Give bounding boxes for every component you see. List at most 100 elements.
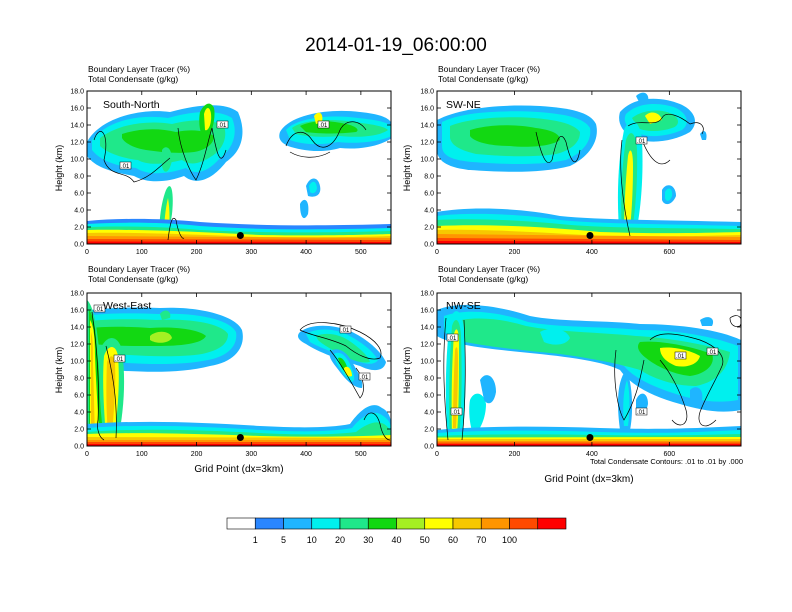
axes: 0.0 2.0 4.0 6.0 8.0 10.0 12.0 14.0 16.0 18.0 0 100 2… [70,291,391,458]
y-tick-label: 6.0 [424,191,434,198]
contour-label: .01 [637,410,646,416]
y-tick-label: 16.0 [420,106,434,113]
contour-label: .01 [95,307,104,313]
y-axis-title: Height (km) [54,145,64,192]
colorbar-swatch [396,517,426,530]
station-marker [236,232,244,239]
panel-label: NW-SE [446,300,481,312]
panel-sw-ne: Boundary Layer Tracer (%) Total Condensa… [402,64,742,256]
y-tick-label: 8.0 [424,174,434,181]
colorbar-label: 5 [281,535,286,545]
contour-label-boxes [635,136,648,145]
panel-label: SW-NE [446,99,481,111]
colorbar: 1 5 10 20 30 40 50 60 70 100 [226,517,567,545]
y-tick-label: 4.0 [424,208,434,215]
colorbar-label: 30 [363,535,373,545]
x-tick-label: 200 [509,249,521,256]
y-tick-label: 18.0 [420,89,434,96]
contour-label: .01 [121,164,130,170]
y-tick-label: 4.0 [424,410,434,417]
upper-cloud-band [437,92,707,205]
x-tick-label: 400 [586,451,598,458]
y-tick-label: 8.0 [74,376,84,383]
axes: 0.0 2.0 4.0 6.0 8.0 10.0 12.0 14.0 16.0 18.0 0 200 4… [420,291,741,458]
upper-cloud-band [87,103,391,219]
station-marker [586,434,594,441]
colorbar-swatch [424,517,454,530]
boundary-layer [87,218,391,244]
y-tick-label: 6.0 [74,191,84,198]
x-tick-label: 300 [245,451,257,458]
colorbar-label: 20 [335,535,345,545]
colorbar-label: 1 [253,535,258,545]
y-tick-label: 10.0 [70,359,84,366]
colorbar-swatch [226,517,256,530]
panel-subtitle-condensate: Total Condensate (g/kg) [88,274,178,284]
mid-plume [617,120,643,240]
contour-label-boxes [119,120,330,170]
boundary-layer [87,405,391,446]
plot-frame [436,292,742,447]
x-axis-title: Grid Point (dx=3km) [194,464,283,475]
y-tick-label: 16.0 [70,106,84,113]
condensate-contours [93,121,367,241]
y-tick-label: 14.0 [70,325,84,332]
x-tick-label: 600 [664,451,676,458]
y-tick-label: 14.0 [70,123,84,130]
contour-label-boxes [93,304,371,381]
x-tick-label: 0 [85,451,89,458]
plot-frame [86,90,392,245]
y-axis-title: Height (km) [54,347,64,394]
contour-label: .01 [708,350,717,356]
x-tick-label: 300 [245,249,257,256]
plot-frame [436,90,742,245]
y-tick-label: 2.0 [74,225,84,232]
contour-label: .01 [319,123,328,129]
contour-label-boxes [446,333,719,416]
colorbar-swatch [509,517,539,530]
x-tick-label: 200 [191,249,203,256]
y-tick-label: 4.0 [74,208,84,215]
colorbar-label: 50 [420,535,430,545]
x-tick-label: 400 [300,249,312,256]
colorbar-swatch [452,517,482,530]
y-tick-label: 12.0 [70,342,84,349]
contour-note: Total Condensate Contours: .01 to .01 by… [590,457,743,466]
panel-subtitle-tracer: Boundary Layer Tracer (%) [438,264,540,274]
boundary-layer [437,208,741,244]
y-tick-label: 0.0 [74,242,84,249]
panel-subtitle-tracer: Boundary Layer Tracer (%) [438,64,540,74]
axes: 0.0 2.0 4.0 6.0 8.0 10.0 12.0 14.0 16.0 18.0 0 200 4… [420,89,741,256]
y-tick-label: 8.0 [74,174,84,181]
contour-label: .01 [360,375,369,381]
contour-label: .01 [218,123,227,129]
x-tick-label: 400 [300,451,312,458]
y-tick-label: 12.0 [420,342,434,349]
plot-frame [86,292,392,447]
y-tick-label: 10.0 [420,359,434,366]
mid-plume [87,300,125,440]
colorbar-swatch [283,517,313,530]
panel-label: South-North [103,99,160,111]
colorbar-label: 10 [307,535,317,545]
x-tick-label: 200 [191,451,203,458]
x-axis-title: Grid Point (dx=3km) [544,474,633,485]
colorbar-swatch [254,517,284,530]
y-tick-label: 14.0 [420,123,434,130]
y-tick-label: 6.0 [74,393,84,400]
y-tick-label: 12.0 [70,140,84,147]
y-tick-label: 10.0 [70,157,84,164]
panel-west-east: Boundary Layer Tracer (%) Total Condensa… [54,264,392,458]
y-tick-label: 16.0 [70,308,84,315]
y-tick-label: 8.0 [424,376,434,383]
y-axis-title: Height (km) [402,145,412,192]
contour-label: .01 [115,357,124,363]
y-tick-label: 14.0 [420,325,434,332]
panel-subtitle-condensate: Total Condensate (g/kg) [438,74,528,84]
shaded-field: .01 [437,92,741,244]
panel-subtitle-condensate: Total Condensate (g/kg) [88,74,178,84]
y-tick-label: 18.0 [420,291,434,298]
y-tick-label: 0.0 [424,242,434,249]
colorbar-label: 70 [476,535,486,545]
